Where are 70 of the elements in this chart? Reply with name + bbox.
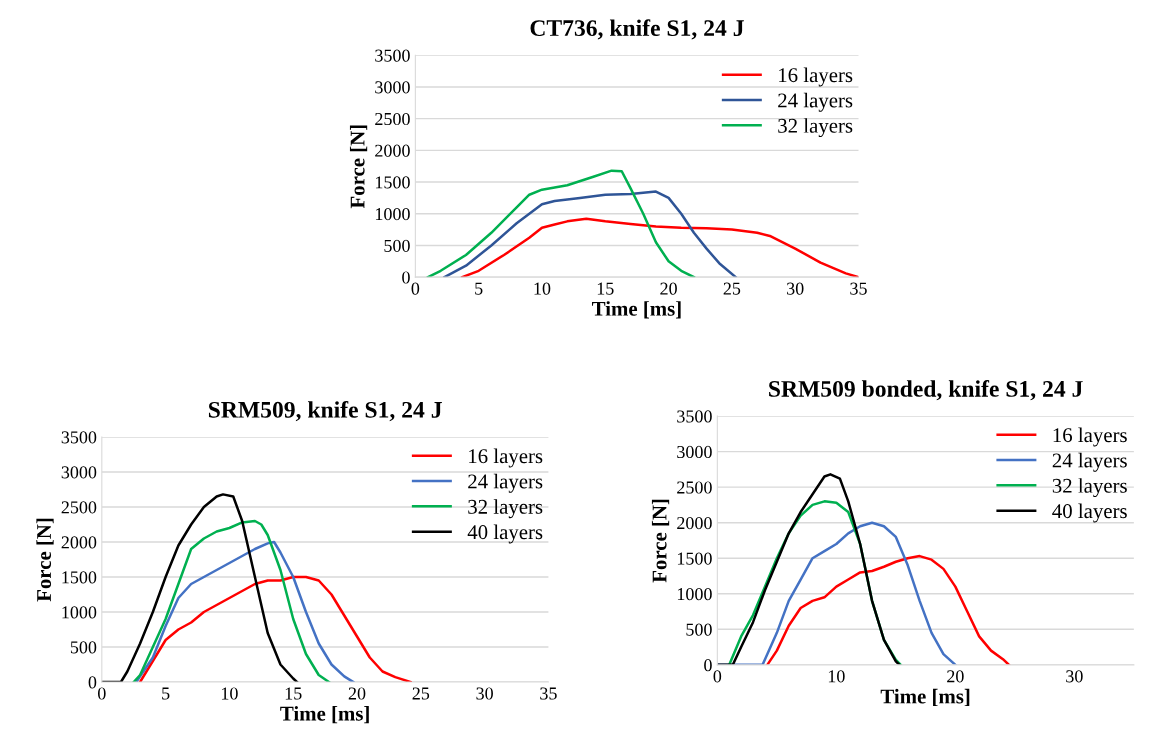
legend-label: 32 layers (1052, 478, 1127, 498)
y-tick-label: 2000 (375, 144, 410, 157)
y-tick-label: 3000 (375, 81, 410, 94)
y-axis-title: Force [N] (349, 125, 368, 209)
x-tick-label: 20 (348, 687, 366, 700)
y-tick-label: 2500 (375, 112, 410, 126)
y-axis-title: Force [N] (651, 499, 670, 583)
y-tick-label: 3500 (677, 410, 712, 423)
y-tick-label: 0 (402, 271, 410, 284)
x-tick-label: 5 (162, 687, 170, 700)
x-tick-label: 5 (475, 282, 483, 295)
x-axis-title: Time [ms] (592, 301, 681, 319)
y-tick-label: 2500 (61, 501, 97, 514)
y-tick-label: 3500 (375, 49, 410, 62)
y-tick-label: 1000 (375, 208, 410, 221)
y-tick-label: 2000 (61, 536, 97, 549)
line-series (766, 554, 1011, 665)
legend-label: 16 layers (1053, 427, 1127, 447)
legend-label: 32 layers (778, 118, 853, 138)
line-series (135, 540, 355, 683)
x-tick-label: 0 (97, 687, 106, 700)
x-tick-label: 35 (540, 687, 557, 700)
line-series (443, 190, 737, 278)
y-tick-label: 0 (704, 659, 712, 672)
y-tick-label: 1000 (62, 606, 97, 619)
x-tick-label: 30 (476, 687, 493, 700)
x-tick-label: 35 (850, 282, 867, 295)
x-tick-label: 30 (787, 282, 804, 295)
y-tick-label: 2500 (677, 481, 712, 494)
y-tick-label: 1000 (677, 588, 712, 601)
y-tick-label: 500 (70, 641, 97, 654)
legend-label: 24 layers (1052, 452, 1127, 472)
x-tick-label: 15 (285, 687, 302, 700)
legend-label: 32 layers (468, 499, 543, 519)
line-series (460, 217, 859, 278)
x-tick-label: 0 (713, 670, 722, 683)
x-tick-label: 0 (411, 282, 420, 295)
legend-label: 24 layers (468, 473, 543, 493)
y-tick-label: 500 (384, 239, 410, 252)
x-tick-label: 25 (412, 687, 430, 700)
x-axis-title: Time [ms] (280, 706, 369, 724)
chart-title: SRM509, knife S1, 24 J (208, 400, 442, 422)
y-tick-label: 500 (686, 623, 712, 636)
legend-label: 16 layers (779, 67, 853, 87)
legend-label: 40 layers (1052, 503, 1127, 523)
y-tick-label: 1500 (62, 571, 97, 584)
x-tick-label: 10 (828, 670, 845, 683)
y-tick-label: 3500 (61, 431, 97, 444)
x-axis-title: Time [ms] (880, 688, 970, 707)
chart-title: CT736, knife S1, 24 J (530, 19, 744, 40)
line-series (426, 169, 696, 278)
legend-label: 16 layers (469, 448, 543, 468)
legend-label: 40 layers (467, 524, 543, 544)
y-tick-label: 1500 (375, 176, 410, 189)
line-series (132, 519, 331, 683)
y-tick-label: 1500 (677, 552, 712, 565)
y-axis-title: Force [N] (36, 518, 54, 602)
y-tick-label: 2000 (677, 516, 712, 530)
x-tick-label: 30 (1066, 670, 1083, 683)
y-tick-label: 3000 (61, 466, 97, 479)
x-tick-label: 10 (221, 687, 238, 700)
x-tick-label: 20 (660, 282, 677, 295)
line-series (138, 575, 412, 683)
chart-title: SRM509 bonded, knife S1, 24 J (769, 380, 1083, 401)
x-tick-label: 20 (947, 670, 964, 683)
legend-label: 24 layers (778, 92, 853, 112)
x-tick-label: 25 (723, 282, 741, 295)
x-tick-label: 15 (597, 282, 614, 295)
y-tick-label: 3000 (677, 445, 712, 459)
x-tick-label: 10 (534, 282, 551, 295)
